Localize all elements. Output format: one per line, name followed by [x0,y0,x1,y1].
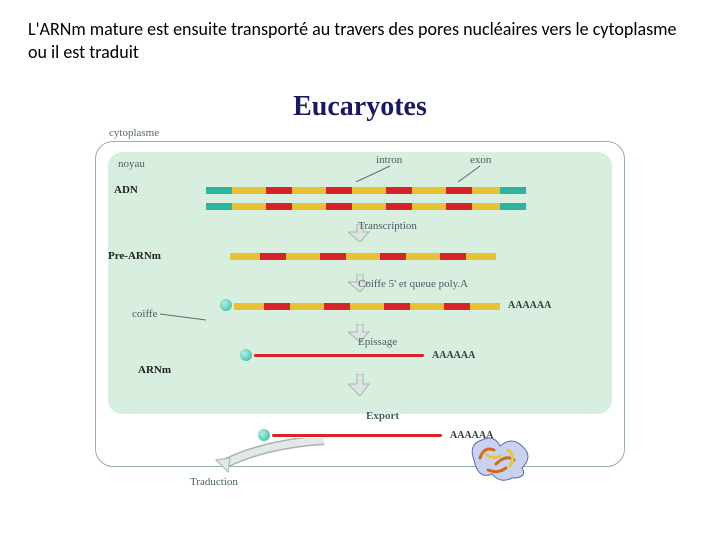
mrna-line [272,434,442,437]
cap-icon [240,349,252,361]
dna-strand-bottom [120,198,600,218]
cell-panel: noyau intron exon ADN Transcription [95,141,625,467]
figure-title: Eucaryotes [95,91,625,123]
nucleus-label: noyau [118,158,145,170]
cyto-mrna: AAAAAA [108,428,612,448]
splicing-label: Epissage [358,336,397,348]
translation-arrow [204,438,344,478]
cap-icon [220,299,232,311]
callout-lines [340,160,520,182]
slide-caption: L'ARNm mature est ensuite transporté au … [28,18,692,65]
mrna-strand: AAAAAA [120,348,600,368]
mrna-line [254,354,424,357]
transcription-label: Transcription [358,220,417,232]
capped-strand: AAAAAA [120,298,600,318]
premrna-strand [120,248,600,268]
figure: Eucaryotes cytoplasme noyau intron exon … [95,91,625,467]
capping-label: Coiffe 5' et queue poly.A [358,278,468,290]
polya-tail: AAAAAA [432,350,475,361]
nucleus-panel: noyau intron exon ADN Transcription [108,152,612,414]
protein-icon [466,430,536,484]
translation-label: Traduction [190,476,238,488]
arrow-icon [348,374,372,396]
export-label: Export [366,410,399,422]
cytoplasm-label: cytoplasme [109,127,625,139]
polya-tail: AAAAAA [508,300,551,311]
